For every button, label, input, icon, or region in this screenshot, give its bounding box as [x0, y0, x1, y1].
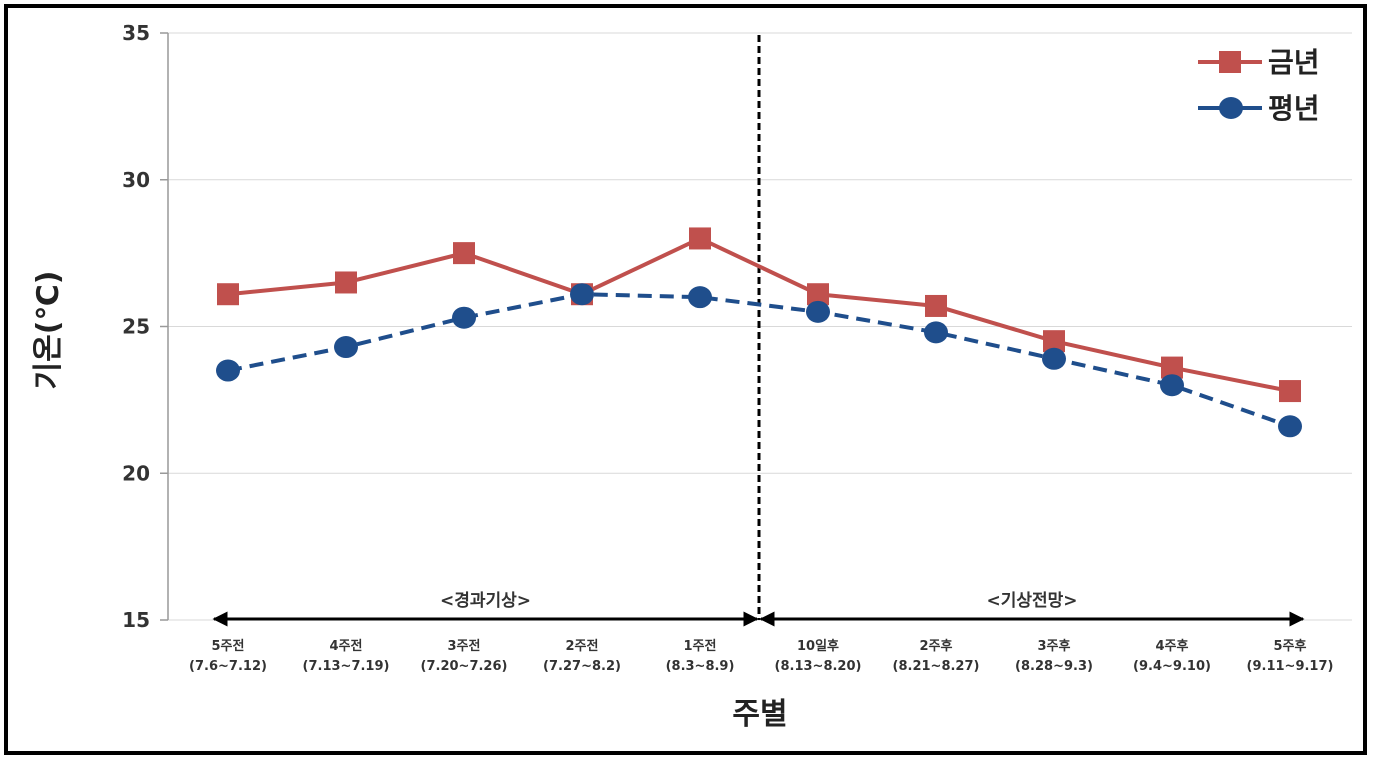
data-point — [925, 294, 947, 317]
region-label: <경과기상> — [440, 591, 531, 611]
legend-item: 평년 — [1198, 92, 1320, 125]
series-line — [227, 292, 1291, 429]
y-tick-label: 35 — [122, 21, 150, 45]
data-point — [806, 300, 830, 323]
data-point — [1161, 356, 1183, 379]
x-tick-label: 3주전 — [448, 638, 481, 654]
x-axis-title: 주별 — [732, 697, 787, 732]
data-point — [452, 306, 476, 329]
x-tick-label: 5주전 — [212, 638, 245, 654]
data-point — [570, 283, 594, 306]
data-point — [1279, 380, 1301, 403]
x-tick-label: 3주후 — [1038, 638, 1071, 654]
x-tick-sublabel: (9.4~9.10) — [1133, 659, 1211, 674]
data-point — [807, 283, 829, 306]
data-point — [924, 321, 948, 344]
x-tick-label: 2주후 — [920, 638, 953, 654]
legend-label: 평년 — [1268, 92, 1320, 125]
series-normal-year — [216, 283, 1302, 438]
data-point — [217, 283, 239, 306]
x-tick-sublabel: (7.20~7.26) — [421, 659, 508, 674]
x-tick-label: 5주후 — [1274, 638, 1307, 654]
x-axis: 5주전 (7.6~7.12) 4주전 (7.13~7.19) 3주전 (7.20~7.26… — [189, 638, 1333, 674]
period-regions: <경과기상> <기상전망> — [212, 591, 1305, 627]
x-tick-sublabel: (8.3~8.9) — [666, 659, 735, 674]
x-tick-sublabel: (8.13~8.20) — [775, 659, 862, 674]
y-tick-label: 20 — [122, 461, 150, 485]
data-point — [1043, 330, 1065, 353]
x-tick-sublabel: (7.27~8.2) — [543, 659, 621, 674]
data-point — [453, 242, 475, 265]
y-tick-label: 30 — [122, 168, 150, 192]
data-point — [689, 227, 711, 250]
x-tick-sublabel: (7.13~7.19) — [303, 659, 390, 674]
legend-label: 금년 — [1268, 46, 1320, 79]
y-tick-label: 25 — [122, 315, 150, 339]
region-label: <기상전망> — [986, 591, 1077, 611]
data-point — [334, 336, 358, 359]
y-axis-title: 기온(℃) — [31, 271, 66, 390]
series-lines — [216, 227, 1302, 438]
legend-item: 금년 — [1198, 46, 1320, 79]
data-point — [335, 271, 357, 294]
data-point — [216, 359, 240, 382]
x-tick-sublabel: (8.28~9.3) — [1015, 659, 1093, 674]
x-tick-label: 10일후 — [797, 638, 839, 654]
x-tick-sublabel: (7.6~7.12) — [189, 659, 267, 674]
x-tick-label: 4주전 — [330, 638, 363, 654]
data-point — [688, 286, 712, 309]
data-point — [1160, 374, 1184, 397]
x-tick-label: 1주전 — [684, 638, 717, 654]
legend-marker — [1219, 97, 1243, 119]
legend-marker — [1219, 51, 1241, 73]
y-tick-label: 15 — [122, 608, 150, 632]
x-tick-label: 2주전 — [566, 638, 599, 654]
data-point — [1278, 415, 1302, 438]
y-axis: 15 20 25 30 35 — [122, 21, 169, 632]
series-line — [227, 236, 1291, 394]
x-tick-sublabel: (8.21~8.27) — [893, 659, 980, 674]
x-tick-sublabel: (9.11~9.17) — [1247, 659, 1334, 674]
x-tick-label: 4주후 — [1156, 638, 1189, 654]
data-point — [1042, 347, 1066, 370]
